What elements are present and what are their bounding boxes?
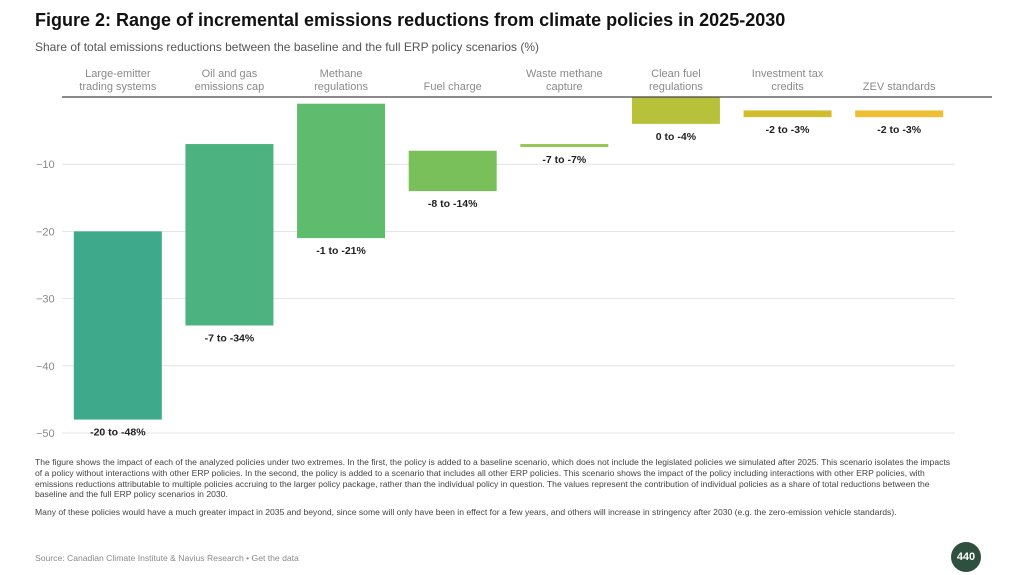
chart-title: Figure 2: Range of incremental emissions… bbox=[35, 10, 786, 30]
data-label: 0 to -4% bbox=[656, 131, 697, 143]
chart-subtitle: Share of total emissions reductions betw… bbox=[35, 40, 540, 54]
category-label: Large-emitter trading systems bbox=[79, 68, 157, 93]
note-paragraph-1: The figure shows the impact of each of t… bbox=[35, 457, 951, 500]
category-label: Oil and gas emissions cap bbox=[195, 68, 265, 93]
data-label: -2 to -3% bbox=[877, 124, 921, 136]
source-text: Source: Canadian Climate Institute & Nav… bbox=[35, 553, 252, 563]
get-data-link[interactable]: Get the data bbox=[251, 553, 299, 563]
category-label: Fuel charge bbox=[424, 81, 482, 93]
data-label: -7 to -7% bbox=[542, 154, 586, 166]
category-label: Investment tax credits bbox=[752, 68, 824, 93]
category-label: ZEV standards bbox=[863, 81, 936, 93]
data-label: -1 to -21% bbox=[316, 245, 366, 257]
category-label: Waste methane capture bbox=[526, 68, 603, 93]
bar bbox=[520, 144, 609, 148]
note-paragraph-2: Many of these policies would have a much… bbox=[35, 507, 897, 518]
bar bbox=[73, 231, 162, 420]
brand-logo: 440 bbox=[951, 542, 981, 572]
bar bbox=[743, 110, 832, 118]
bar-chart: −10 −20 −30 −40 −50 -20 to -48% -7 to -34% -1 t… bbox=[36, 68, 992, 440]
bar bbox=[408, 150, 497, 192]
data-label: -8 to -14% bbox=[428, 198, 478, 210]
y-tick-label: −10 bbox=[36, 159, 55, 171]
bar bbox=[297, 103, 386, 239]
y-tick-label: −50 bbox=[36, 428, 55, 440]
y-tick-label: −40 bbox=[36, 361, 55, 373]
data-label: -7 to -34% bbox=[205, 332, 255, 344]
source-line: Source: Canadian Climate Institute & Nav… bbox=[35, 553, 299, 563]
bar bbox=[185, 144, 274, 326]
category-label: Methane regulations bbox=[314, 68, 368, 93]
y-tick-label: −20 bbox=[36, 226, 55, 238]
bar bbox=[855, 110, 944, 118]
data-label: -20 to -48% bbox=[90, 427, 146, 439]
data-label: -2 to -3% bbox=[766, 124, 810, 136]
y-tick-label: −30 bbox=[36, 294, 55, 306]
chart-notes: The figure shows the impact of each of t… bbox=[35, 457, 955, 525]
category-label: Clean fuel regulations bbox=[649, 68, 703, 93]
bar bbox=[631, 97, 720, 124]
